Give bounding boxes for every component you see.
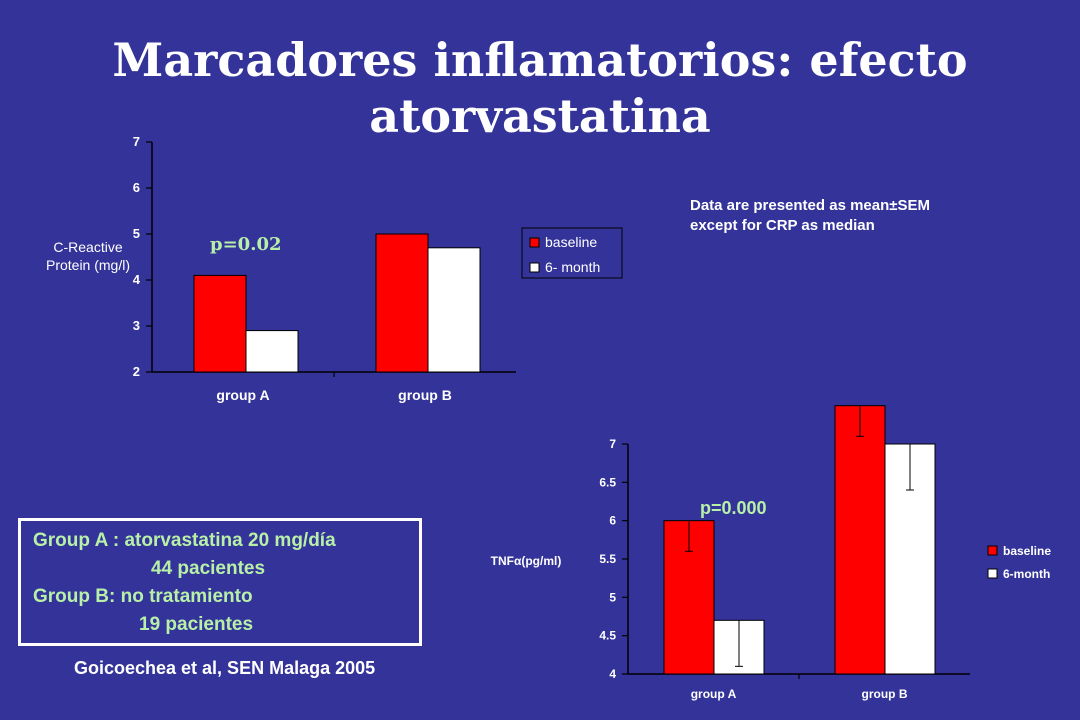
- chart1-legend-swatch: [529, 262, 540, 273]
- data-note-line-2: except for CRP as median: [690, 217, 875, 234]
- chart1-y-axis-label: C-Reactive Protein (mg/l): [46, 239, 130, 273]
- group-b-count: 19 pacientes: [139, 614, 254, 635]
- chart1-y-tick-label: 6: [133, 180, 140, 195]
- chart2-y-tick-label: 5: [609, 590, 616, 604]
- chart2-y-axis-label: TNFα(pg/ml): [491, 554, 562, 568]
- citation: Goicoechea et al, SEN Malaga 2005: [74, 658, 376, 678]
- chart2-legend-label: 6-month: [1003, 567, 1050, 581]
- chart2-y-tick-label: 7: [609, 437, 616, 451]
- chart2-legend-swatch: [987, 545, 998, 556]
- chart1-y-tick-label: 4: [133, 272, 141, 287]
- group-a-description: Group A : atorvastatina 20 mg/día: [33, 530, 336, 551]
- chart2-legend-swatch: [987, 568, 998, 579]
- chart2-category-label: group A: [691, 687, 737, 701]
- chart1-bar-baseline: [375, 233, 429, 373]
- chart2-y-tick-label: 6: [609, 514, 616, 528]
- chart1-legend-box: [521, 227, 623, 279]
- chart1-legend-label: 6- month: [545, 259, 600, 275]
- data-note: Data are presented as mean±SEM except fo…: [690, 196, 1020, 236]
- chart1-legend-swatch: [529, 237, 540, 248]
- slide-title: Marcadores inflamatorios: efecto atorvas…: [112, 33, 968, 143]
- chart2-p-value-annotation: p=0.000: [700, 498, 767, 518]
- chart1-bar-six-month: [245, 330, 299, 373]
- chart1-y-tick-label: 7: [133, 134, 140, 149]
- chart2-legend-label: baseline: [1003, 544, 1051, 558]
- chart1-y-tick-label: 3: [133, 318, 140, 333]
- chart2-y-tick-label: 6.5: [599, 475, 616, 489]
- chart1-category-label: group B: [398, 387, 452, 403]
- chart2-y-tick-label: 4: [609, 667, 616, 681]
- chart1-bar-baseline: [193, 274, 247, 373]
- group-a-count: 44 pacientes: [151, 558, 266, 579]
- chart1-p-value-annotation: p=0.02: [210, 234, 282, 255]
- chart2-bar-baseline: [834, 405, 886, 675]
- data-note-line-1: Data are presented as mean±SEM: [690, 197, 930, 214]
- chart1-category-label: group A: [216, 387, 269, 403]
- chart1-y-tick-label: 2: [133, 364, 140, 379]
- chart2-y-tick-label: 5.5: [599, 552, 616, 566]
- chart2-category-label: group B: [862, 687, 908, 701]
- group-b-description: Group B: no tratamiento: [33, 586, 253, 607]
- groups-description-box: Group A : atorvastatina 20 mg/día 44 pac…: [18, 518, 422, 646]
- chart1-y-tick-label: 5: [133, 226, 140, 241]
- chart2-y-tick-label: 4.5: [599, 629, 616, 643]
- chart1-legend-label: baseline: [545, 234, 597, 250]
- chart1-bar-six-month: [427, 247, 481, 373]
